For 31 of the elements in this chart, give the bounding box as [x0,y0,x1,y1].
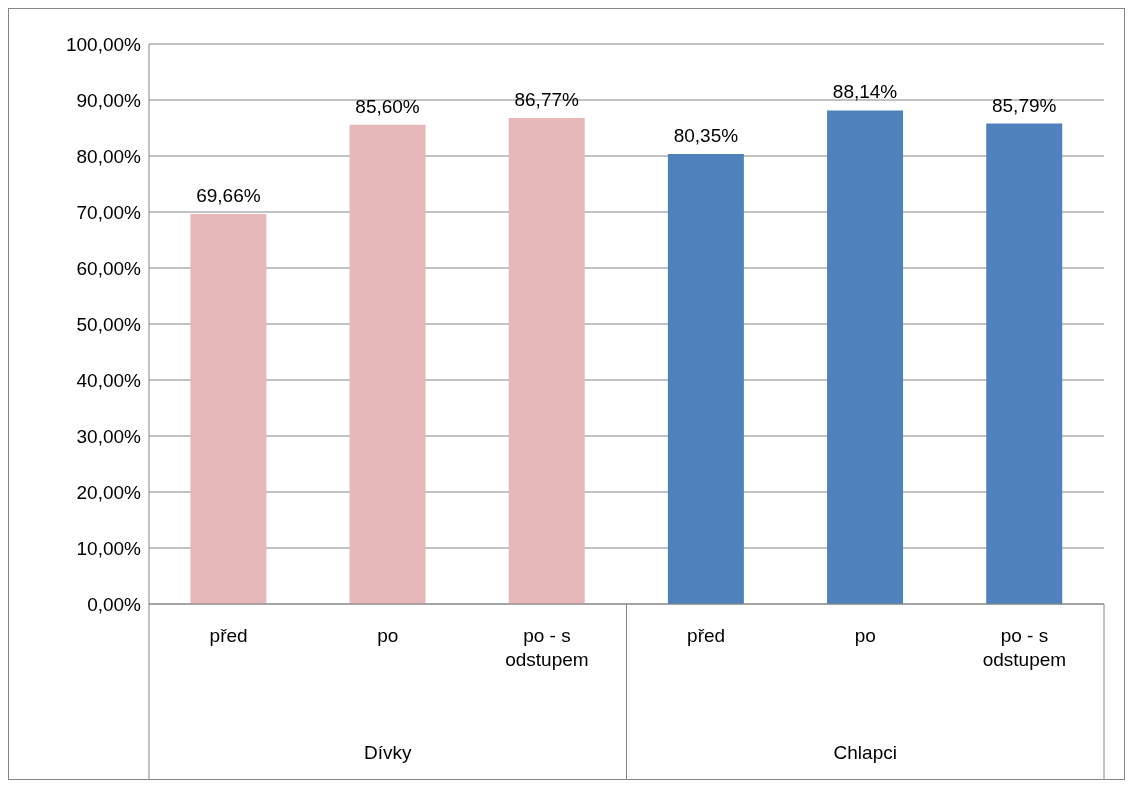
bar [667,154,744,604]
y-tick-label: 20,00% [76,481,142,503]
y-tick-label: 70,00% [76,201,142,223]
x-tick-label: po [377,625,399,646]
x-tick-label: po - s odstupem [505,625,589,670]
y-tick-label: 80,00% [76,145,142,167]
bar [349,124,426,604]
data-label: 86,77% [514,89,580,111]
y-tick-label: 60,00% [76,257,142,279]
x-tick-label: po - s odstupem [982,625,1067,670]
y-tick-label: 0,00% [87,593,142,615]
x-tick-label: před [209,625,248,646]
bar [827,110,904,604]
x-tick-label: po [854,625,876,646]
text: Dívky [364,742,412,763]
bar [508,118,585,604]
y-tick-label: 30,00% [76,425,142,447]
bar [190,213,267,604]
data-label: 69,66% [196,184,261,206]
text: Chlapci [833,742,897,763]
bar [986,123,1063,604]
data-label: 85,79% [991,94,1057,116]
y-tick-label: 90,00% [76,89,142,111]
y-tick-label: 10,00% [76,537,142,559]
y-tick-label: 50,00% [76,313,142,335]
y-tick-label: 40,00% [76,369,142,391]
y-tick-label: 100,00% [65,33,142,55]
data-label: 85,60% [355,95,420,117]
data-label: 88,14% [832,81,898,103]
x-tick-label: před [687,625,726,646]
data-label: 80,35% [673,125,739,147]
